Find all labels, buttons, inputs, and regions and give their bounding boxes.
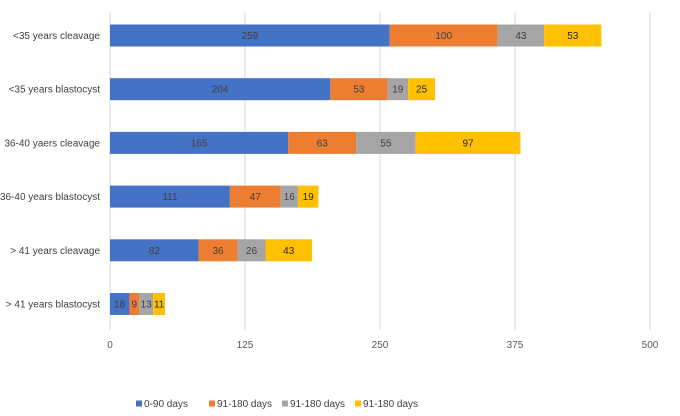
legend-label: 91-180 days	[363, 399, 418, 410]
gridlines	[109, 12, 651, 330]
x-tick-label: 500	[642, 340, 659, 351]
bar-segment	[110, 293, 130, 315]
bar-segment	[110, 78, 331, 101]
category-label: > 41 years blastocyst	[6, 300, 100, 311]
data-label: 82	[149, 246, 161, 257]
legend-label: 0-90 days	[144, 399, 188, 410]
data-label: 43	[515, 31, 527, 42]
data-label: 63	[317, 138, 329, 149]
data-label: 18	[114, 300, 126, 311]
bar-segment	[356, 131, 416, 154]
bar-segment	[110, 24, 390, 47]
data-label: 19	[392, 85, 404, 96]
data-label: 55	[380, 138, 392, 149]
category-labels: <35 years cleavage <35 years blastocyst 36…	[0, 31, 100, 311]
bar-segment	[229, 185, 281, 208]
data-label: 26	[246, 246, 258, 257]
category-label: > 41 years cleavage	[10, 246, 100, 257]
bar-series: 259 100 43 53 204 53 19 25 165 63 55 97 111 47 16 19 82 3…	[110, 24, 602, 315]
data-label: 11	[154, 300, 165, 311]
legend-swatch	[209, 400, 215, 407]
data-label: 9	[132, 300, 138, 311]
bar-segment	[110, 239, 199, 262]
bar-segment	[297, 185, 319, 208]
x-tick-label: 250	[372, 340, 389, 351]
data-label: 53	[567, 31, 579, 42]
bar-segment	[415, 131, 521, 154]
x-tick-label: 0	[107, 340, 113, 351]
data-label: 165	[191, 138, 208, 149]
data-label: 25	[416, 85, 428, 96]
legend-item: 0-90 days	[136, 399, 188, 410]
legend-swatch	[282, 400, 288, 407]
data-label: 16	[284, 192, 296, 203]
bar-segment	[129, 293, 140, 315]
legend-item: 91-180 days	[282, 399, 345, 410]
x-tick-label: 125	[237, 340, 254, 351]
x-axis-tick-labels: 0 125 250 375 500	[107, 340, 659, 351]
bar-segment	[330, 78, 388, 101]
bar-segment	[280, 185, 298, 208]
legend-label: 91-180 days	[290, 399, 345, 410]
legend-item: 91-180 days	[209, 399, 272, 410]
category-label: <35 years blastocyst	[9, 85, 101, 96]
legend-swatch	[355, 400, 361, 407]
bar-segment	[288, 131, 357, 154]
bar-segment	[497, 24, 545, 47]
bar-segment	[237, 239, 266, 262]
bar-segment	[389, 24, 498, 47]
category-label: 36-40 yaers cleavage	[4, 138, 100, 149]
bar-segment	[387, 78, 409, 101]
category-label: <35 years cleavage	[13, 31, 100, 42]
category-label: 36-40 years blastocyst	[0, 192, 100, 203]
data-label: 259	[242, 31, 259, 42]
legend-swatch	[136, 400, 142, 407]
data-label: 43	[283, 246, 295, 257]
data-label: 47	[250, 192, 262, 203]
data-label: 111	[162, 192, 178, 203]
bar-segment	[544, 24, 602, 47]
legend-label: 91-180 days	[217, 399, 272, 410]
data-label: 36	[212, 246, 224, 257]
bar-segment	[153, 293, 166, 315]
bar-segment	[110, 185, 230, 208]
x-tick-label: 375	[507, 340, 524, 351]
data-label: 19	[303, 192, 315, 203]
bar-segment	[408, 78, 436, 101]
data-label: 97	[462, 138, 474, 149]
bar-segment	[110, 131, 289, 154]
legend: 0-90 days 91-180 days 91-180 days 91-180 da…	[136, 399, 418, 410]
data-label: 53	[353, 85, 365, 96]
data-label: 204	[212, 85, 229, 96]
legend-item: 91-180 days	[355, 399, 418, 410]
data-label: 100	[435, 31, 452, 42]
bar-segment	[198, 239, 238, 262]
bar-segment	[265, 239, 312, 262]
data-label: 13	[141, 300, 153, 311]
bar-segment	[139, 293, 154, 315]
